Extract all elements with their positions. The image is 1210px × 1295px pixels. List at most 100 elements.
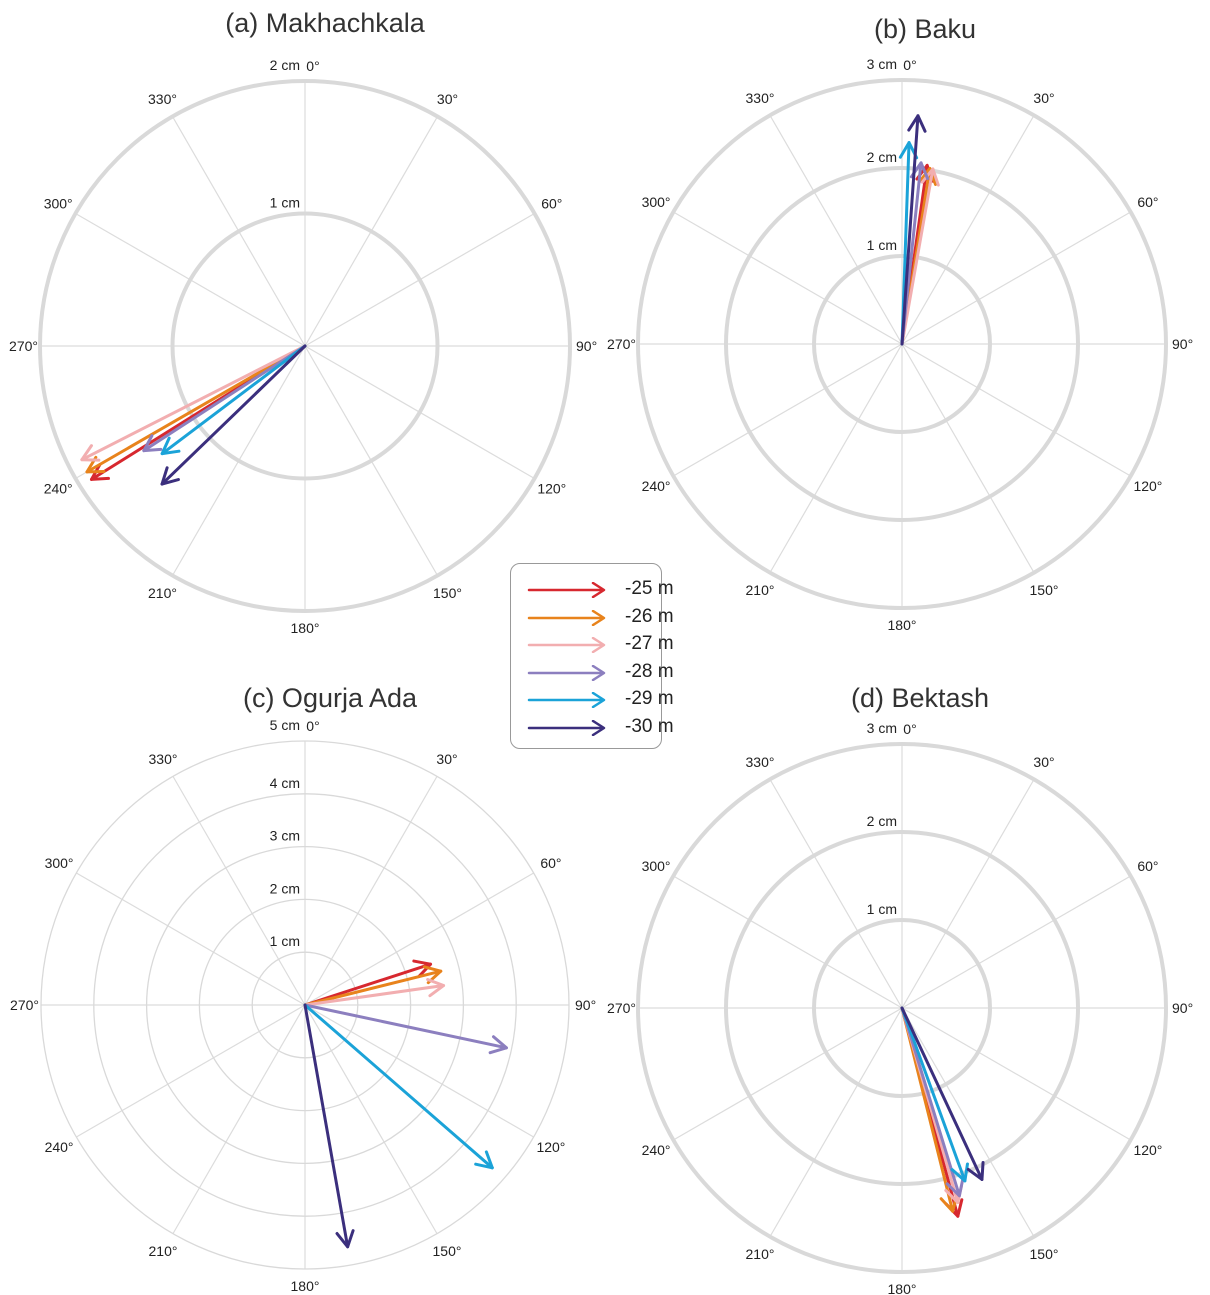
spoke-150 (901, 343, 1035, 573)
spoke-300 (673, 875, 903, 1009)
angle-label-120: 120° (1133, 1142, 1162, 1158)
legend-arrow-icon (527, 692, 606, 708)
vector-minus30m (160, 344, 307, 486)
angle-label-270: 270° (9, 338, 38, 354)
angle-label-60: 60° (541, 196, 562, 212)
legend-label: -27 m (625, 633, 674, 654)
ring-2 (198, 898, 412, 1112)
angle-label-270: 270° (607, 336, 636, 352)
angle-label-0: 0° (306, 58, 319, 74)
arrowhead (80, 444, 101, 462)
vector-minus30m (900, 114, 920, 346)
polar-panel-4: (d) Bektash 1 cm 2 cm 3 cm 0° 30° 60° 90° 120° 15… (607, 683, 1193, 1295)
spoke-60 (901, 875, 1131, 1009)
spoke-300 (673, 211, 903, 345)
ring-label: 2 cm (270, 880, 300, 896)
angle-label-120: 120° (537, 481, 566, 497)
angle-label-150: 150° (1030, 582, 1059, 598)
spoke-120 (901, 343, 1131, 477)
angle-label-300: 300° (642, 194, 671, 210)
angle-label-270: 270° (10, 997, 39, 1013)
angle-label-240: 240° (45, 1139, 74, 1155)
ring-2 (724, 166, 1080, 522)
arrowhead (950, 1162, 969, 1183)
angle-label-150: 150° (1030, 1246, 1059, 1262)
legend-label: -26 m (625, 605, 674, 627)
angle-label-30: 30° (1033, 90, 1054, 106)
spoke-60 (901, 211, 1131, 345)
arrowhead (426, 978, 446, 998)
legend-arrow-icon (527, 637, 606, 653)
spoke-210 (769, 343, 903, 573)
angle-label-90: 90° (1172, 336, 1193, 352)
arrowhead (85, 455, 106, 474)
spoke-240 (673, 1007, 903, 1141)
spoke-240 (673, 343, 903, 477)
angle-label-180: 180° (888, 617, 917, 633)
angle-label-180: 180° (888, 1281, 917, 1295)
vector-minus28m (142, 344, 307, 453)
angle-label-300: 300° (44, 196, 73, 212)
legend-item: -25 m (511, 576, 674, 603)
angle-label-150: 150° (433, 1243, 462, 1259)
angle-label-60: 60° (1137, 858, 1158, 874)
ring-label: 2 cm (270, 57, 300, 73)
polar-panel-3: (c) Ogurja Ada 1 cm 2 cm 3 cm 4 cm 5 cm 0° 30° 6… (10, 683, 596, 1294)
angle-label-120: 120° (1133, 478, 1162, 494)
ring-2 (724, 830, 1080, 1186)
angle-label-300: 300° (45, 855, 74, 871)
ring-1 (251, 951, 359, 1059)
legend-arrow-icon (527, 664, 606, 681)
ring-label: 2 cm (867, 149, 897, 165)
vector-minus27m (303, 984, 446, 1007)
arrowhead (422, 965, 443, 985)
spoke-60 (304, 872, 534, 1006)
vector-minus29m (160, 344, 307, 456)
ring-2 (38, 79, 572, 613)
vector-minus29m (900, 1006, 967, 1183)
angle-label-270: 270° (607, 1000, 636, 1016)
ring-label: 4 cm (270, 775, 300, 791)
ring-5 (40, 740, 570, 1270)
vector-minus25m (303, 962, 433, 1007)
ring-3 (636, 742, 1168, 1274)
angle-label-210: 210° (746, 1246, 775, 1262)
legend-item: -30 m (511, 714, 674, 741)
arrowhead (412, 959, 433, 979)
angle-label-0: 0° (903, 721, 916, 737)
legend-item: -27 m (511, 631, 674, 658)
legend-item: -28 m (511, 659, 674, 686)
panel-title: (c) Ogurja Ada (243, 683, 418, 713)
angle-label-240: 240° (642, 478, 671, 494)
angle-label-0: 0° (306, 718, 319, 734)
angle-label-210: 210° (149, 1243, 178, 1259)
vector-minus30m (303, 1003, 350, 1249)
angle-label-60: 60° (540, 855, 561, 871)
spoke-120 (901, 1007, 1131, 1141)
arrowhead (335, 1229, 355, 1249)
angle-label-60: 60° (1137, 194, 1158, 210)
spoke-300 (76, 872, 306, 1006)
polar-panel-2: (b) Baku 1 cm 2 cm 3 cm 0° 30° 60° 90° 120° 150° 1… (607, 14, 1193, 633)
angle-label-30: 30° (437, 91, 458, 107)
angle-label-0: 0° (903, 57, 916, 73)
arrowhead (488, 1035, 508, 1055)
ring-label: 1 cm (270, 933, 300, 949)
ring-3 (145, 845, 465, 1165)
polar-panel-1: (a) Makhachkala 1 cm 2 cm 0° 30° 60° 90° 120° 15… (9, 8, 597, 636)
angle-label-90: 90° (575, 997, 596, 1013)
ring-label: 1 cm (867, 901, 897, 917)
vector-minus30m (900, 1006, 984, 1181)
legend-label: -25 m (625, 578, 674, 599)
angle-label-330: 330° (148, 91, 177, 107)
angle-label-330: 330° (746, 90, 775, 106)
legend-item: -26 m (511, 604, 674, 631)
angle-label-90: 90° (576, 338, 597, 354)
arrowhead (160, 466, 180, 486)
spoke-330 (769, 115, 903, 345)
spoke-150 (901, 1007, 1035, 1237)
ring-label: 5 cm (270, 717, 300, 733)
vector-minus28m (900, 1006, 961, 1198)
angle-label-180: 180° (291, 1278, 320, 1294)
legend-arrow-icon (527, 719, 606, 736)
